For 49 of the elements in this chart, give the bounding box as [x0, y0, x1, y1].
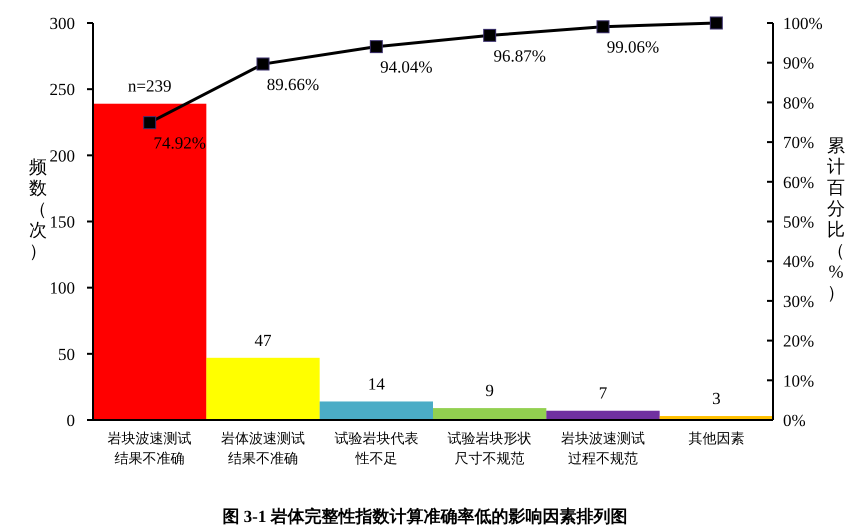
y2-tick-label: 60% — [783, 172, 814, 192]
data-label: 74.92% — [153, 134, 206, 153]
x-tick-label: 其他因素 — [688, 431, 744, 447]
y2-tick-label: 10% — [783, 371, 814, 390]
y-tick-label: 200 — [50, 146, 75, 166]
data-label: 47 — [254, 330, 272, 350]
point — [596, 20, 610, 34]
x-tick-label: 岩体波速测试结果不准确 — [221, 431, 305, 467]
y2-axis-title: 累计百分比（%） — [827, 136, 845, 302]
data-label: 99.06% — [606, 38, 660, 57]
point — [256, 58, 270, 71]
y-tick-label: 0 — [66, 411, 75, 430]
data-label: 9 — [485, 381, 494, 400]
text: 图 3-1 岩体完整性指数计算准确率低的影响因素排列图 — [222, 507, 628, 526]
data-label: 3 — [712, 389, 721, 408]
y2-tick-label: 100% — [783, 14, 823, 33]
bar — [433, 408, 546, 420]
point — [370, 40, 383, 54]
y2-tick-label: 80% — [783, 93, 814, 112]
data-label: 89.66% — [266, 75, 320, 94]
point — [710, 16, 723, 30]
point — [143, 116, 156, 130]
data-label: 96.87% — [493, 46, 546, 66]
bar — [546, 410, 660, 420]
bar — [206, 358, 320, 420]
data-label: n=239 — [128, 76, 172, 96]
data-label: 7 — [598, 384, 608, 403]
y2-tick-label: 40% — [783, 252, 814, 272]
data-label: 14 — [368, 374, 386, 394]
x-tick-label: 试验岩块代表性不足 — [334, 431, 418, 467]
y-tick-label: 250 — [50, 80, 75, 100]
x-tick-label: 岩块波速测试过程不规范 — [561, 431, 645, 467]
bar — [93, 104, 206, 420]
y2-tick-label: 50% — [783, 212, 814, 232]
y-tick-label: 150 — [50, 212, 75, 232]
y-axis-title: 频数（次） — [29, 157, 47, 261]
y-tick-label: 100 — [50, 278, 75, 298]
y2-tick-label: 90% — [783, 54, 814, 73]
x-tick-label: 试验岩块形状尺寸不规范 — [448, 431, 532, 467]
bar — [320, 401, 433, 420]
point — [483, 28, 496, 42]
data-label: 94.04% — [380, 58, 433, 77]
x-tick-label: 岩块波速测试结果不准确 — [108, 431, 192, 467]
y-tick-label: 300 — [50, 14, 75, 33]
y2-tick-label: 70% — [783, 133, 814, 152]
y2-tick-label: 30% — [783, 292, 814, 311]
y-tick-label: 50 — [58, 344, 75, 364]
y2-tick-label: 0% — [783, 411, 806, 430]
y2-tick-label: 20% — [783, 332, 814, 351]
